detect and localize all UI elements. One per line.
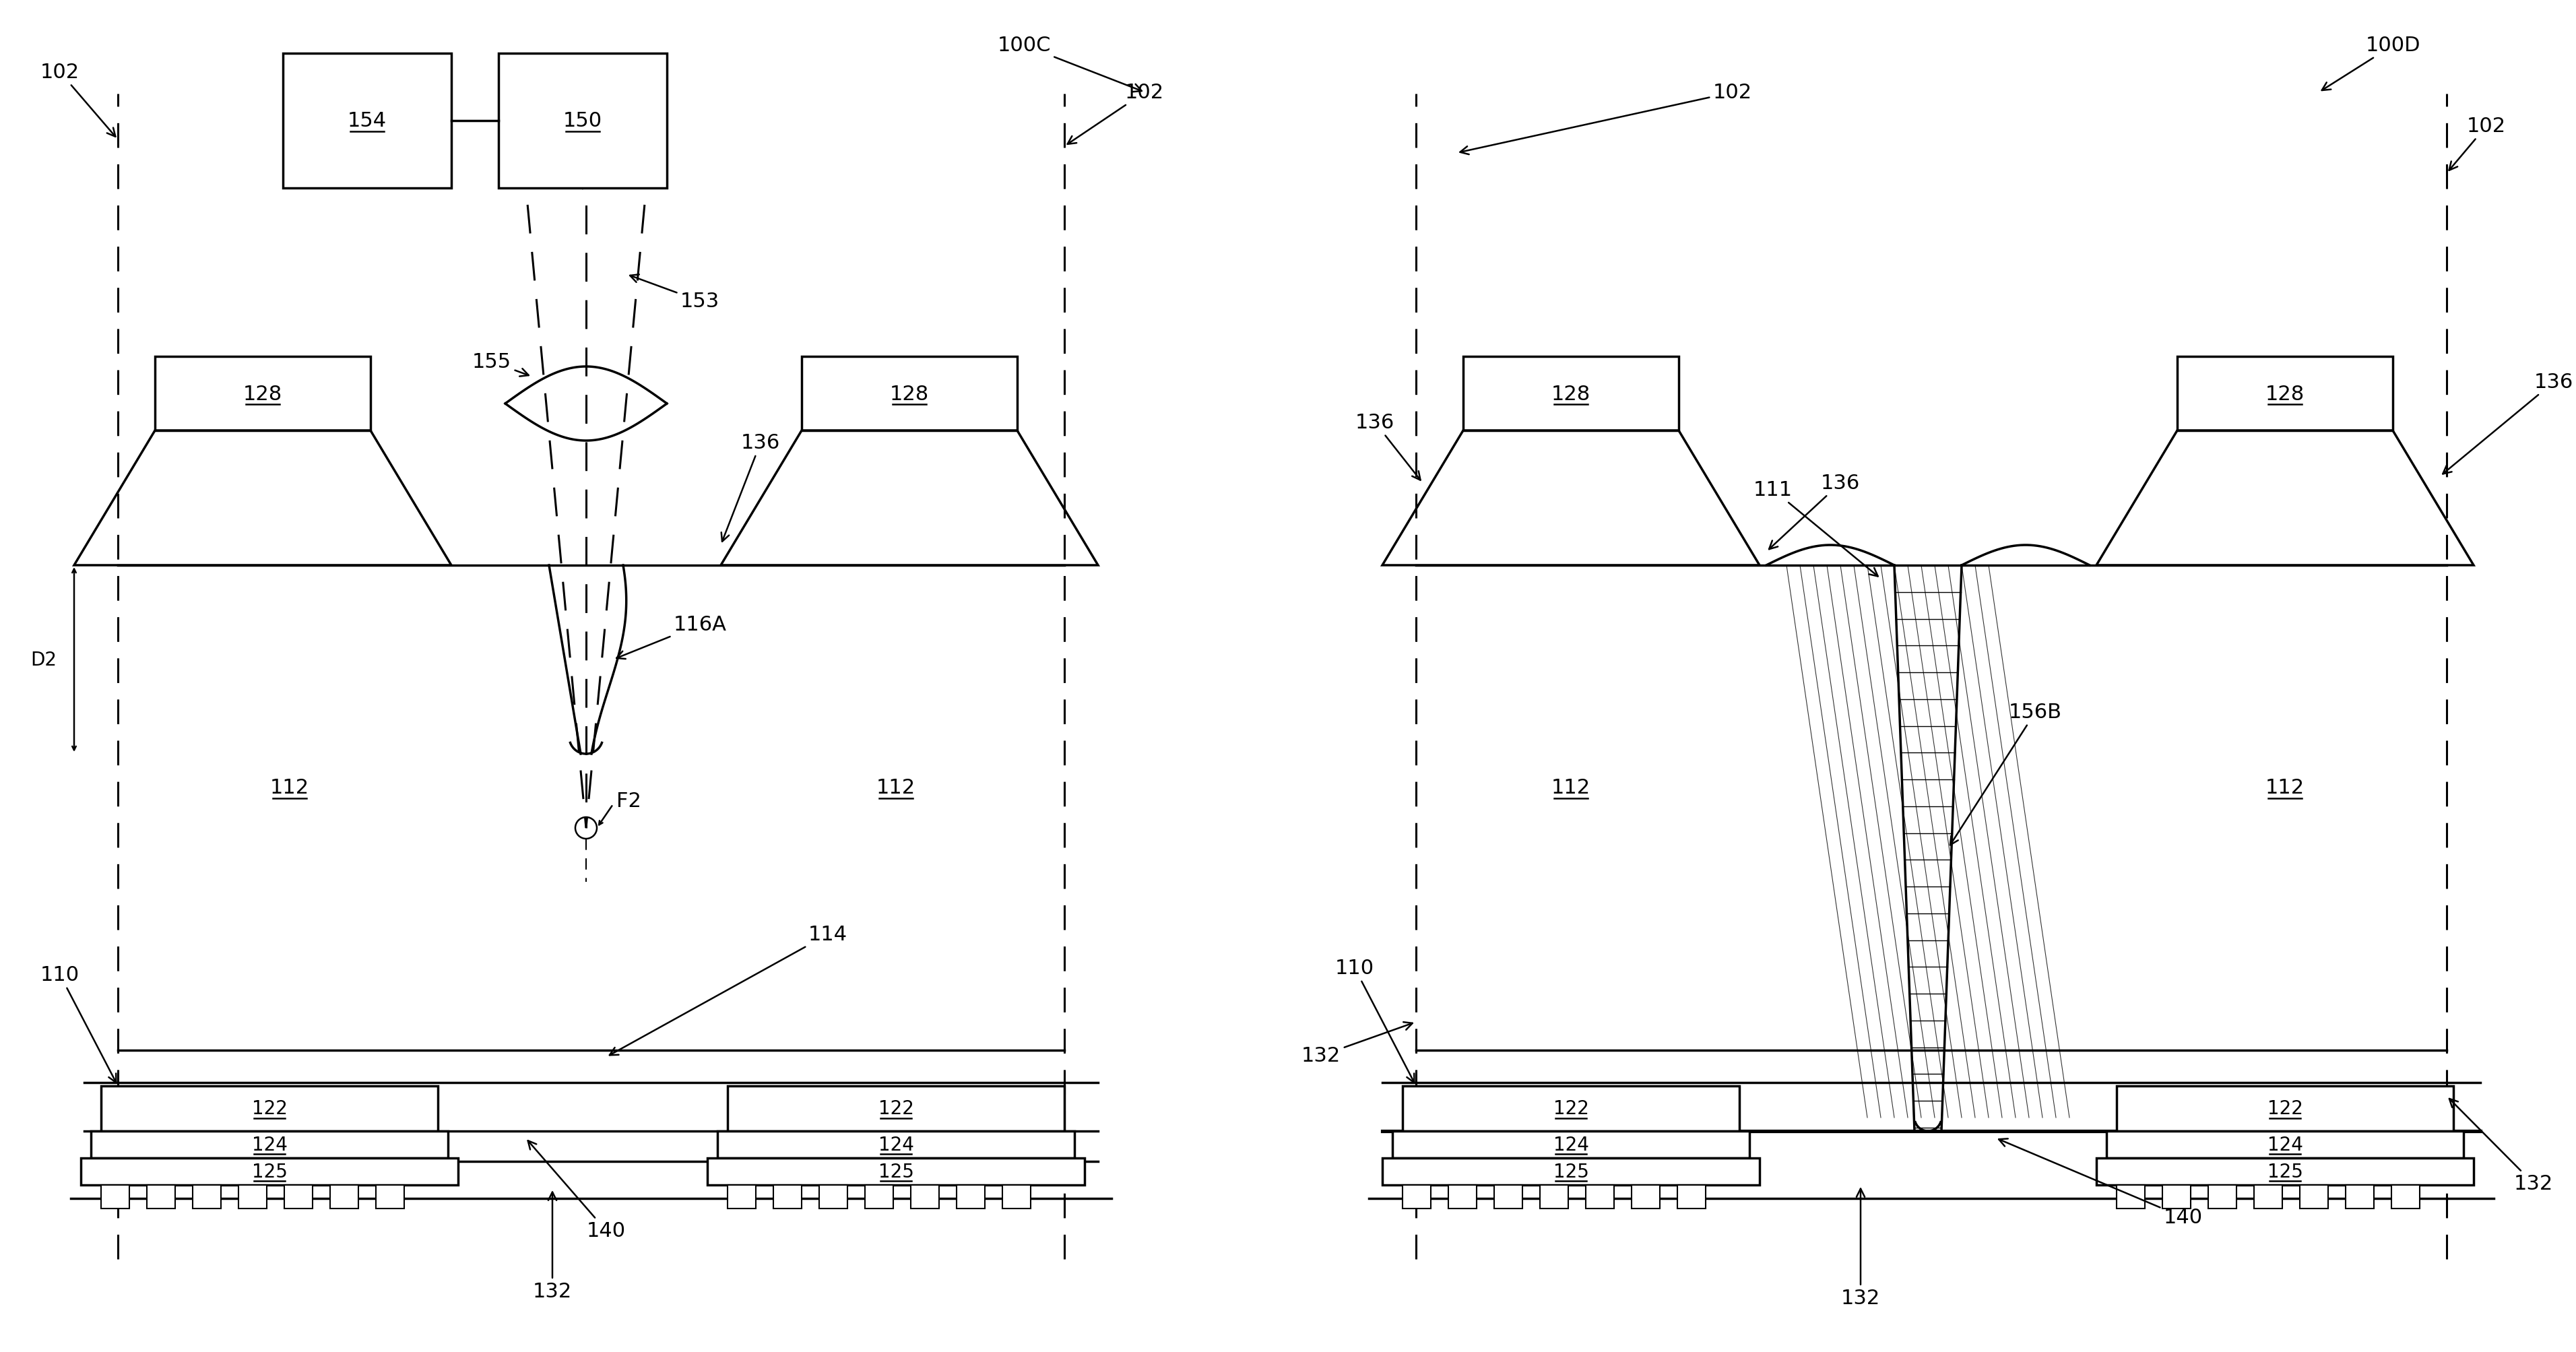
Bar bbox=[1540, 1184, 1569, 1209]
Bar bbox=[147, 1184, 175, 1209]
Text: 114: 114 bbox=[611, 925, 848, 1056]
Text: 125: 125 bbox=[1553, 1163, 1589, 1182]
Text: 112: 112 bbox=[876, 777, 914, 798]
Bar bbox=[819, 1184, 848, 1209]
Bar bbox=[500, 54, 667, 188]
Bar bbox=[866, 1184, 894, 1209]
Bar bbox=[1401, 1086, 1739, 1132]
Text: 100C: 100C bbox=[997, 37, 1141, 92]
Text: 102: 102 bbox=[1461, 84, 1752, 155]
Bar bbox=[2161, 1184, 2190, 1209]
Text: 156B: 156B bbox=[1950, 703, 2061, 845]
Text: D2: D2 bbox=[31, 650, 57, 669]
Text: 100D: 100D bbox=[2321, 37, 2421, 91]
Bar bbox=[90, 1132, 448, 1159]
Text: 136: 136 bbox=[1770, 473, 1860, 549]
Text: 128: 128 bbox=[1551, 384, 1589, 404]
Text: 153: 153 bbox=[631, 274, 719, 311]
Text: 116A: 116A bbox=[616, 615, 726, 660]
Text: 136: 136 bbox=[2442, 373, 2573, 475]
Text: 122: 122 bbox=[252, 1099, 289, 1118]
Bar bbox=[1494, 1184, 1522, 1209]
Bar bbox=[801, 357, 1018, 431]
Bar bbox=[2347, 1184, 2375, 1209]
Text: 102: 102 bbox=[1066, 84, 1164, 145]
Text: 132: 132 bbox=[1842, 1188, 1880, 1307]
Bar bbox=[773, 1184, 801, 1209]
Bar bbox=[1631, 1184, 1659, 1209]
Text: 140: 140 bbox=[1999, 1138, 2202, 1228]
Bar bbox=[1587, 1184, 1615, 1209]
Text: 154: 154 bbox=[348, 111, 386, 131]
Text: 155: 155 bbox=[471, 353, 528, 377]
Bar bbox=[719, 1132, 1074, 1159]
Text: 125: 125 bbox=[878, 1163, 914, 1182]
Text: 124: 124 bbox=[878, 1136, 914, 1155]
Text: 150: 150 bbox=[564, 111, 603, 131]
Bar bbox=[2097, 1159, 2473, 1184]
Text: 111: 111 bbox=[1754, 480, 1878, 577]
Text: 122: 122 bbox=[878, 1099, 914, 1118]
Bar bbox=[193, 1184, 222, 1209]
Bar bbox=[2117, 1086, 2452, 1132]
Bar bbox=[1448, 1184, 1476, 1209]
Bar bbox=[283, 1184, 312, 1209]
Text: 136: 136 bbox=[1355, 414, 1419, 480]
Text: 132: 132 bbox=[2450, 1099, 2553, 1194]
Bar bbox=[283, 54, 451, 188]
Text: 132: 132 bbox=[1301, 1022, 1412, 1065]
Bar bbox=[376, 1184, 404, 1209]
Bar bbox=[2177, 357, 2393, 431]
Text: 125: 125 bbox=[252, 1163, 289, 1182]
Bar bbox=[155, 357, 371, 431]
Text: 140: 140 bbox=[528, 1141, 626, 1241]
Bar bbox=[1002, 1184, 1030, 1209]
Bar bbox=[1383, 1159, 1759, 1184]
Text: 136: 136 bbox=[721, 433, 781, 542]
Text: 102: 102 bbox=[2450, 116, 2506, 170]
Text: 112: 112 bbox=[1551, 777, 1589, 798]
Text: 124: 124 bbox=[2267, 1136, 2303, 1155]
Text: 122: 122 bbox=[1553, 1099, 1589, 1118]
Text: 128: 128 bbox=[242, 384, 283, 404]
Text: 128: 128 bbox=[889, 384, 930, 404]
Bar bbox=[726, 1184, 755, 1209]
Bar bbox=[2254, 1184, 2282, 1209]
Text: 110: 110 bbox=[41, 965, 116, 1083]
Text: 125: 125 bbox=[2267, 1163, 2303, 1182]
Text: 128: 128 bbox=[2264, 384, 2306, 404]
Bar bbox=[708, 1159, 1084, 1184]
Bar bbox=[956, 1184, 984, 1209]
Bar bbox=[2117, 1184, 2146, 1209]
Text: 124: 124 bbox=[1553, 1136, 1589, 1155]
Bar bbox=[1401, 1184, 1430, 1209]
Bar bbox=[240, 1184, 268, 1209]
Bar bbox=[1463, 357, 1680, 431]
Bar bbox=[726, 1086, 1064, 1132]
Text: 112: 112 bbox=[2264, 777, 2306, 798]
Bar bbox=[2107, 1132, 2463, 1159]
Text: 112: 112 bbox=[270, 777, 309, 798]
Text: F2: F2 bbox=[616, 791, 641, 811]
Bar bbox=[1677, 1184, 1705, 1209]
Text: 124: 124 bbox=[252, 1136, 289, 1155]
Bar bbox=[330, 1184, 358, 1209]
Bar bbox=[2208, 1184, 2236, 1209]
Bar bbox=[1394, 1132, 1749, 1159]
Text: 122: 122 bbox=[2267, 1099, 2303, 1118]
Bar bbox=[100, 1184, 129, 1209]
Bar bbox=[2391, 1184, 2419, 1209]
Text: 110: 110 bbox=[1334, 959, 1414, 1083]
Text: 102: 102 bbox=[41, 64, 116, 137]
Text: 132: 132 bbox=[533, 1192, 572, 1301]
Bar bbox=[100, 1086, 438, 1132]
Bar bbox=[2300, 1184, 2329, 1209]
Bar bbox=[80, 1159, 459, 1184]
Bar bbox=[912, 1184, 940, 1209]
